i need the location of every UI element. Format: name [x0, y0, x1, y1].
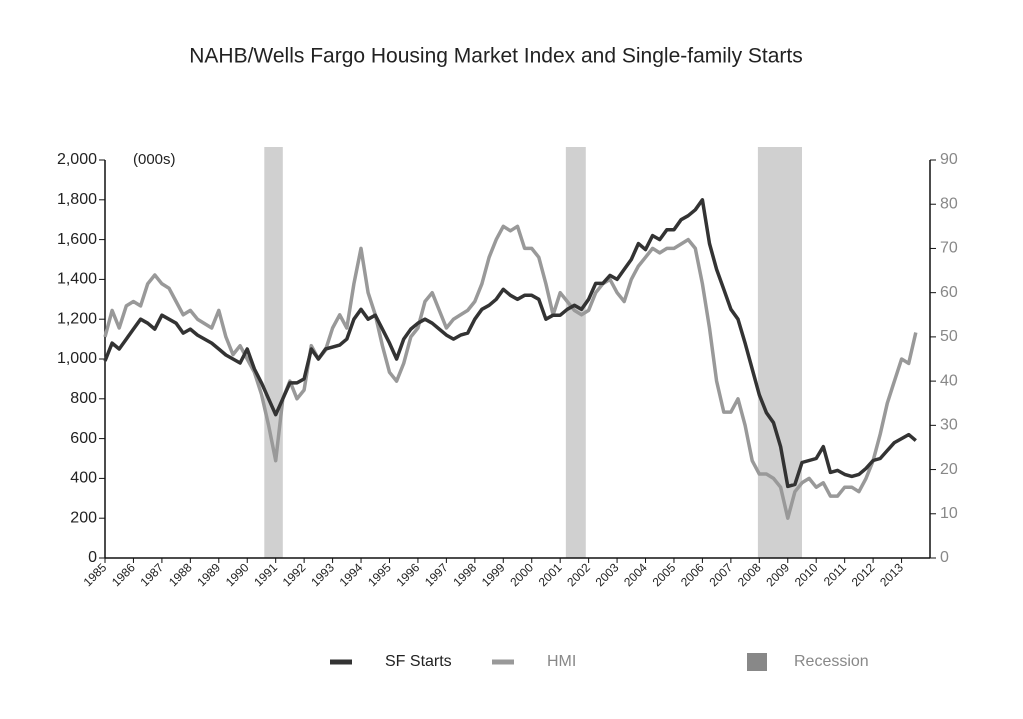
y2-tick-label: 20	[940, 461, 958, 478]
y2-tick-label: 70	[940, 240, 958, 257]
y-tick-label: 400	[70, 470, 97, 487]
x-tick-label: 1988	[166, 560, 195, 589]
x-tick-label: 2010	[792, 560, 821, 589]
x-tick-label: 2008	[735, 560, 764, 589]
x-tick-label: 1995	[365, 560, 394, 589]
series-line	[103, 224, 918, 520]
x-tick-label: 2013	[877, 560, 906, 589]
x-tick-label: 2011	[821, 560, 849, 588]
y2-tick-label: 60	[940, 284, 958, 301]
legend-swatch	[747, 653, 767, 671]
x-tick-label: 1990	[223, 560, 252, 589]
series-line	[103, 198, 917, 489]
x-tick-label: 2000	[507, 560, 536, 589]
x-tick-label: 1998	[450, 560, 479, 589]
recession-band	[264, 147, 283, 558]
x-tick-label: 1987	[137, 560, 166, 589]
y-tick-label: 800	[70, 390, 97, 407]
legend-label: Recession	[794, 653, 869, 670]
y2-tick-label: 90	[940, 151, 958, 168]
x-tick-label: 2004	[621, 560, 650, 589]
x-tick-label: 1997	[422, 560, 451, 589]
x-tick-label: 2009	[763, 560, 792, 589]
x-tick-label: 1993	[308, 560, 337, 589]
y-tick-label: 1,200	[57, 310, 97, 327]
unit-label: (000s)	[133, 151, 176, 168]
y-tick-label: 1,400	[57, 271, 97, 288]
y-tick-label: 200	[70, 509, 97, 526]
y-tick-label: 0	[88, 549, 97, 566]
y2-tick-label: 10	[940, 505, 958, 522]
x-tick-label: 1994	[337, 560, 366, 589]
x-tick-label: 1985	[81, 560, 110, 589]
legend-label: HMI	[547, 653, 576, 670]
x-tick-label: 1986	[109, 560, 138, 589]
x-tick-label: 1999	[479, 560, 508, 589]
y2-tick-label: 30	[940, 417, 958, 434]
y2-tick-label: 40	[940, 372, 958, 389]
x-tick-label: 1989	[194, 560, 223, 589]
y-tick-label: 2,000	[57, 151, 97, 168]
x-tick-label: 1996	[394, 560, 423, 589]
x-tick-label: 2012	[849, 560, 878, 589]
y-tick-label: 600	[70, 430, 97, 447]
recession-band	[565, 147, 586, 558]
x-tick-label: 2003	[593, 560, 622, 589]
y-tick-label: 1,000	[57, 350, 97, 367]
x-tick-label: 2001	[536, 560, 565, 589]
x-tick-label: 2006	[678, 560, 707, 589]
chart-title: NAHB/Wells Fargo Housing Market Index an…	[189, 45, 803, 68]
y-tick-label: 1,800	[57, 191, 97, 208]
y2-tick-label: 80	[940, 195, 958, 212]
legend-label: SF Starts	[385, 653, 452, 670]
x-tick-label: 2002	[564, 560, 593, 589]
x-tick-label: 1992	[280, 560, 309, 589]
x-tick-label: 2005	[650, 560, 679, 589]
y2-tick-label: 0	[940, 549, 949, 566]
x-tick-label: 2007	[706, 560, 735, 589]
y2-tick-label: 50	[940, 328, 958, 345]
x-tick-label: 1991	[251, 560, 280, 589]
y-tick-label: 1,600	[57, 231, 97, 248]
